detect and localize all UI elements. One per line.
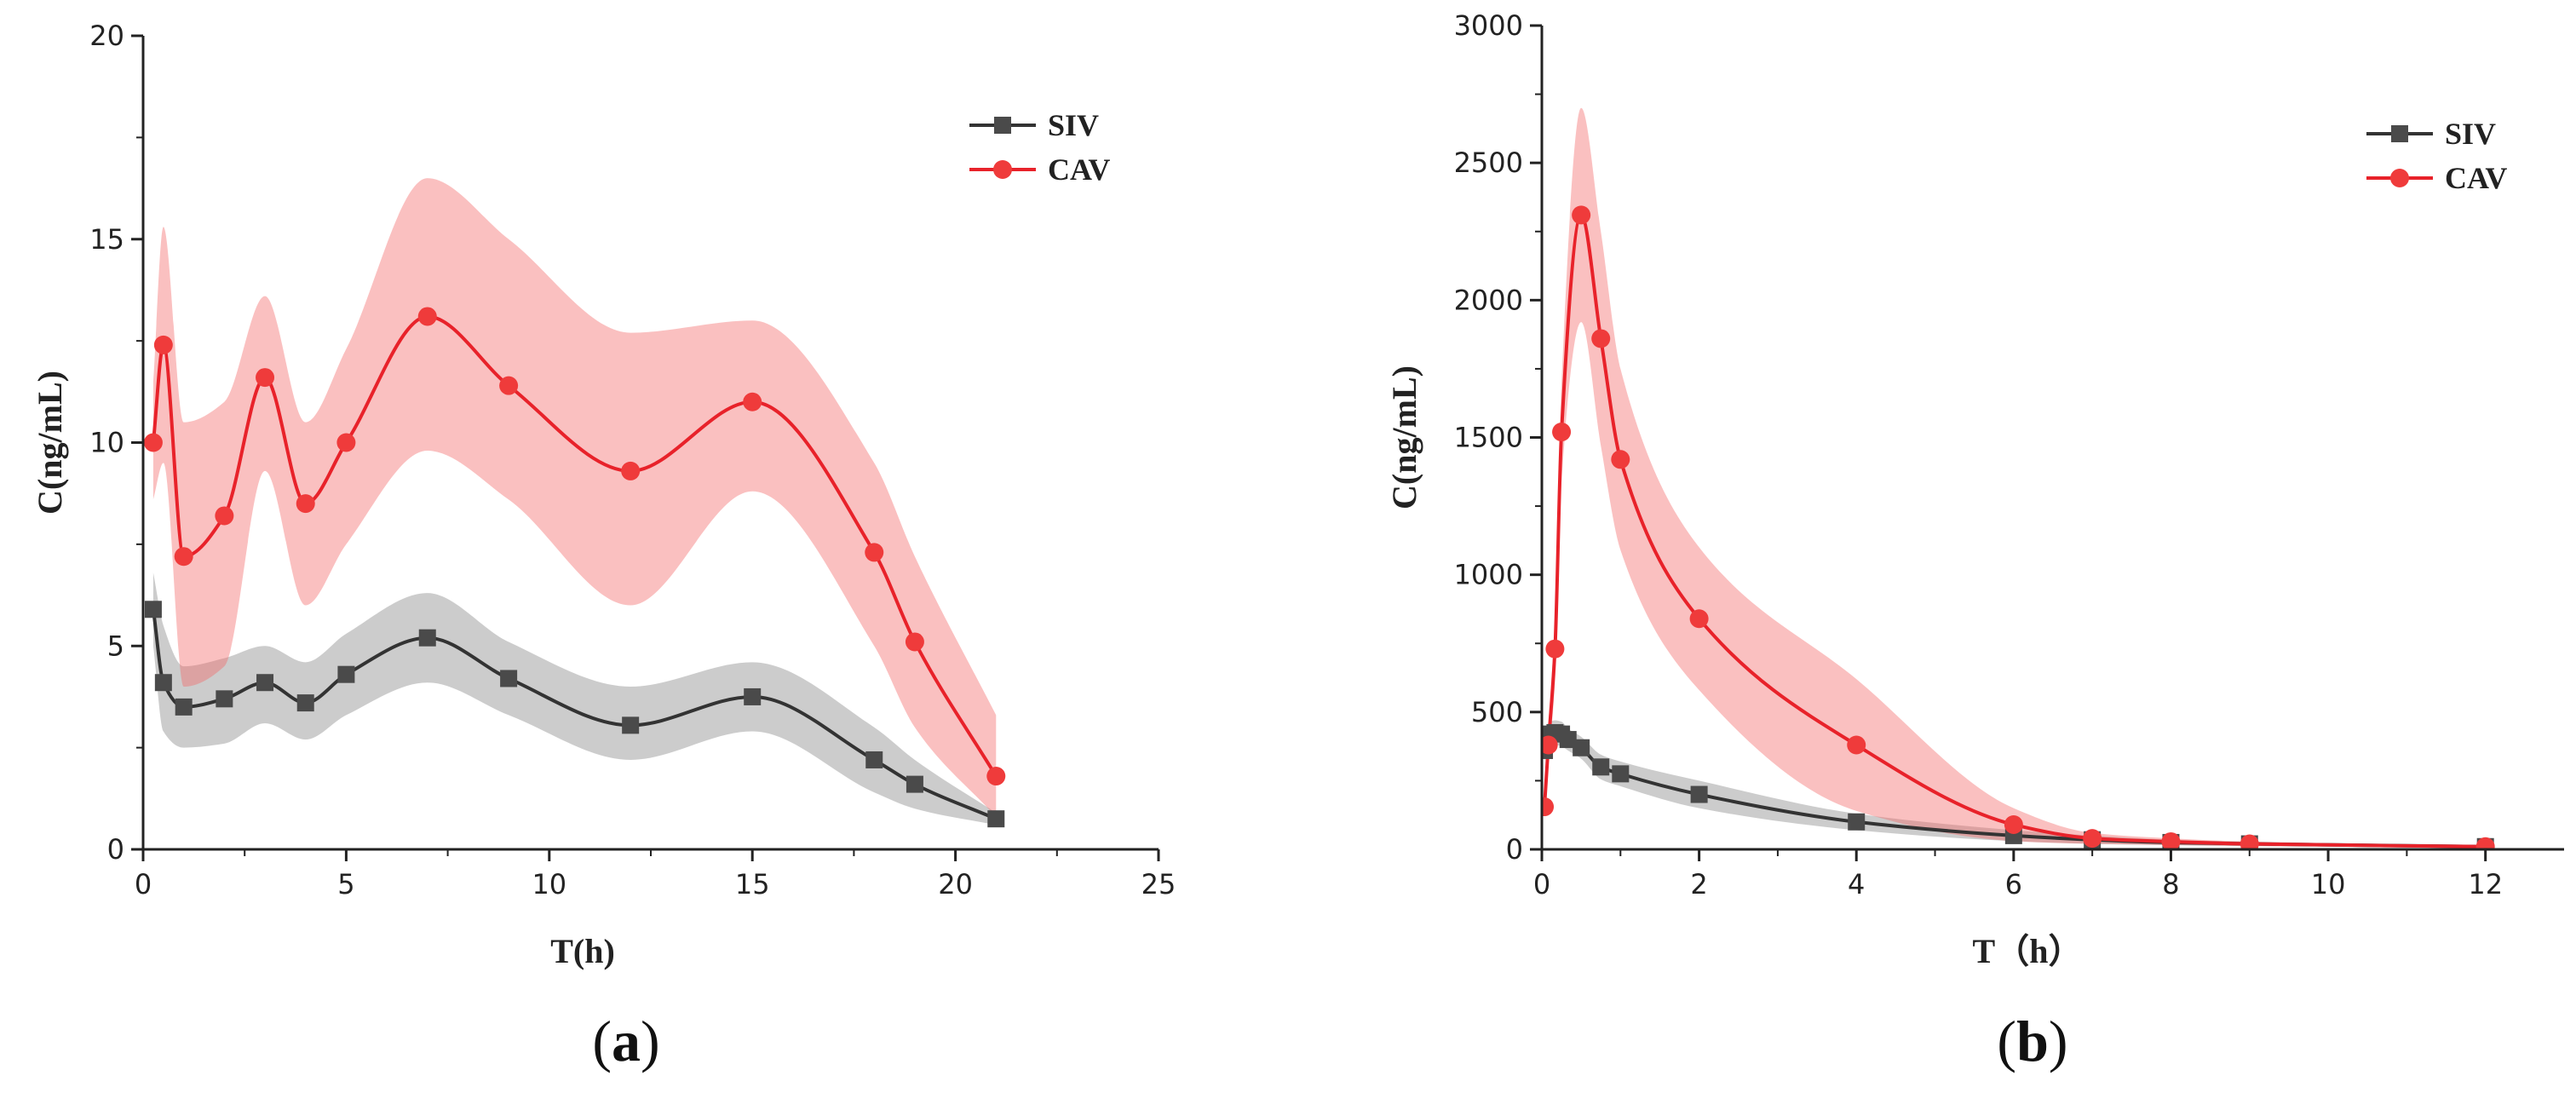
siv-point [1612,765,1630,783]
legend-label-cav: CAV [1048,152,1110,187]
legend-marker-siv [994,117,1011,134]
siv-error-band [152,572,997,826]
y-tick-label: 2500 [1454,147,1523,179]
siv-point [256,674,274,692]
plot-area [143,178,1006,828]
panel-a-caption: (a) [592,1009,659,1073]
siv-point [144,601,162,618]
x-tick-label: 10 [532,868,566,900]
cav-point [865,543,884,562]
cav-point [143,433,163,452]
panel-b-caption: (b) [1997,1009,2067,1073]
siv-point [622,716,640,734]
cav-error-band [1544,107,2486,849]
legend-marker-cav [2390,169,2409,187]
siv-error-band [1544,720,2486,849]
siv-point [1592,758,1610,776]
legend-marker-siv [2391,125,2408,142]
x-axis-label: T（h） [1973,932,2083,970]
cav-point [1611,450,1630,469]
cav-point [1591,329,1611,348]
y-tick-label: 0 [1506,833,1523,866]
cav-point [1847,735,1866,755]
legend: SIV CAV [2366,117,2507,195]
cav-point [1552,423,1572,442]
x-tick-label: 20 [938,868,973,900]
cav-point [905,632,924,652]
y-tick-label: 1500 [1454,422,1523,454]
siv-point [337,665,355,683]
siv-point [906,775,923,793]
cav-point [296,494,315,514]
cav-point [2240,834,2259,849]
cav-point [2475,837,2495,849]
siv-point [418,629,436,647]
x-tick-label: 25 [1141,868,1176,900]
x-tick-label: 10 [2311,868,2346,900]
x-axis-label: T(h) [550,932,615,970]
y-tick-label: 5 [107,630,124,662]
x-tick-label: 12 [2468,868,2503,900]
cav-point [499,376,519,395]
x-tick-label: 2 [1690,868,1707,900]
cav-point [1572,205,1591,225]
y-tick-label: 2000 [1454,284,1523,316]
cav-point [215,506,234,526]
cav-point [174,547,193,567]
cav-point [1545,639,1565,659]
siv-point [1690,785,1708,803]
siv-point [987,810,1005,828]
siv-point [744,687,762,705]
cav-point [743,392,762,411]
y-tick-label: 15 [89,223,124,256]
siv-point [865,751,883,768]
panel-a-chart: 0 5 10 15 20 25 0 5 10 15 20 T(h) C(ng/mL) SIV CAV [31,20,1176,970]
siv-point [500,670,518,687]
y-tick-label: 0 [107,833,124,866]
y-axis-label: C(ng/mL) [1385,365,1423,509]
panel-b-chart: 0 2 4 6 8 10 12 0 500 1000 1500 2000 2500 3000 T（h） C(n… [1385,9,2564,970]
siv-point [175,698,193,716]
y-axis-label: C(ng/mL) [31,371,69,515]
x-tick-label: 0 [1533,868,1550,900]
cav-point [1542,797,1555,817]
legend-label-cav: CAV [2445,161,2507,195]
cav-point [1542,735,1558,755]
y-tick-label: 3000 [1454,9,1523,42]
cav-point [986,767,1006,786]
plot-area [1542,107,2495,849]
siv-point [154,674,172,692]
x-tick-label: 0 [135,868,152,900]
cav-point [153,335,173,354]
cav-point [256,368,275,388]
legend-marker-cav [993,160,1012,179]
siv-point [296,694,314,712]
cav-error-band [152,178,997,817]
cav-point [2004,814,2023,834]
x-tick-label: 15 [735,868,770,900]
siv-point [1559,731,1577,749]
y-tick-label: 10 [89,427,124,459]
cav-point [417,307,437,326]
siv-point [1573,739,1590,756]
x-tick-label: 8 [2162,868,2179,900]
x-tick-label: 5 [337,868,354,900]
legend-label-siv: SIV [1048,108,1099,142]
cav-point [2083,829,2102,849]
y-tick-label: 500 [1471,696,1523,728]
legend-label-siv: SIV [2445,117,2496,151]
x-tick-label: 6 [2005,868,2022,900]
x-tick-label: 4 [1848,868,1865,900]
y-tick-label: 20 [89,20,124,52]
siv-series-line [151,609,998,821]
cav-point [2161,831,2181,849]
legend: SIV CAV [969,108,1110,187]
cav-point [336,433,356,452]
siv-point [1848,813,1866,831]
cav-point [621,461,641,480]
siv-point [216,690,233,708]
cav-point [1689,609,1709,629]
y-tick-label: 1000 [1454,559,1523,591]
